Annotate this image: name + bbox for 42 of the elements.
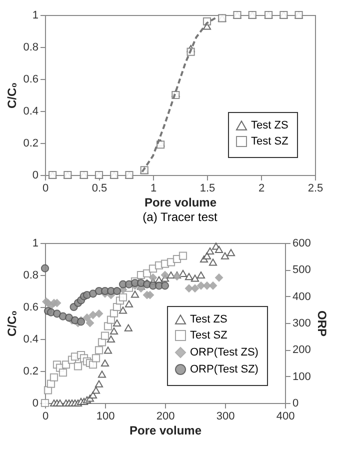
y2-tick-label: 500 — [292, 264, 311, 276]
legend-label: ORP(Test SZ) — [190, 364, 258, 376]
x-tick-label: 300 — [216, 410, 235, 422]
y-tick-label: 0.6 — [23, 302, 38, 314]
x-tick-label: 2.5 — [308, 182, 324, 194]
y-tick-label: 0.2 — [23, 366, 38, 378]
legend-label: ORP(Test ZS) — [190, 346, 258, 358]
legend-label: Test SZ — [251, 136, 289, 148]
x-axis-title: Pore volume — [144, 196, 217, 210]
y-axis-title: C/C₀ — [5, 82, 20, 109]
y2-tick-label: 100 — [292, 370, 311, 383]
y-tick-label: 0.6 — [23, 74, 38, 86]
y-tick-label: 1 — [32, 238, 38, 250]
x-tick-label: 0 — [42, 410, 49, 422]
y-tick-label: 0.8 — [23, 42, 38, 54]
y2-tick-label: 200 — [292, 344, 311, 356]
y-tick-label: 0 — [32, 170, 38, 182]
y2-tick-label: 300 — [292, 318, 311, 330]
y-tick-label: 0.4 — [23, 106, 38, 118]
x-axis-title: Pore volume — [129, 424, 202, 438]
x-tick-label: 1 — [150, 182, 157, 194]
legend-label: Test SZ — [190, 330, 228, 342]
legend-label: Test ZS — [251, 120, 288, 132]
x-tick-label: 1.5 — [200, 182, 216, 194]
y-tick-label: 0 — [32, 398, 38, 410]
x-tick-label: 0.5 — [92, 182, 108, 194]
y2-tick-label: 0 — [292, 398, 299, 410]
y-axis-title: C/C₀ — [5, 310, 20, 337]
y-tick-label: 0.4 — [23, 334, 38, 346]
text: (a) Tracer test — [142, 210, 218, 224]
x-tick-label: 0 — [42, 182, 49, 194]
x-tick-label: 2 — [258, 182, 265, 194]
y2-tick-label: 400 — [292, 290, 311, 303]
legend-label: Test ZS — [190, 314, 228, 326]
y-tick-label: 0.2 — [23, 138, 38, 150]
x-tick-label: 100 — [96, 410, 115, 422]
x-tick-label: 400 — [276, 410, 295, 422]
x-tick-label: 200 — [156, 410, 175, 422]
y-tick-label: 1 — [32, 10, 38, 22]
y-tick-label: 0.8 — [23, 270, 38, 282]
y2-axis-title: ORP — [314, 310, 329, 337]
y2-tick-label: 600 — [292, 238, 311, 250]
